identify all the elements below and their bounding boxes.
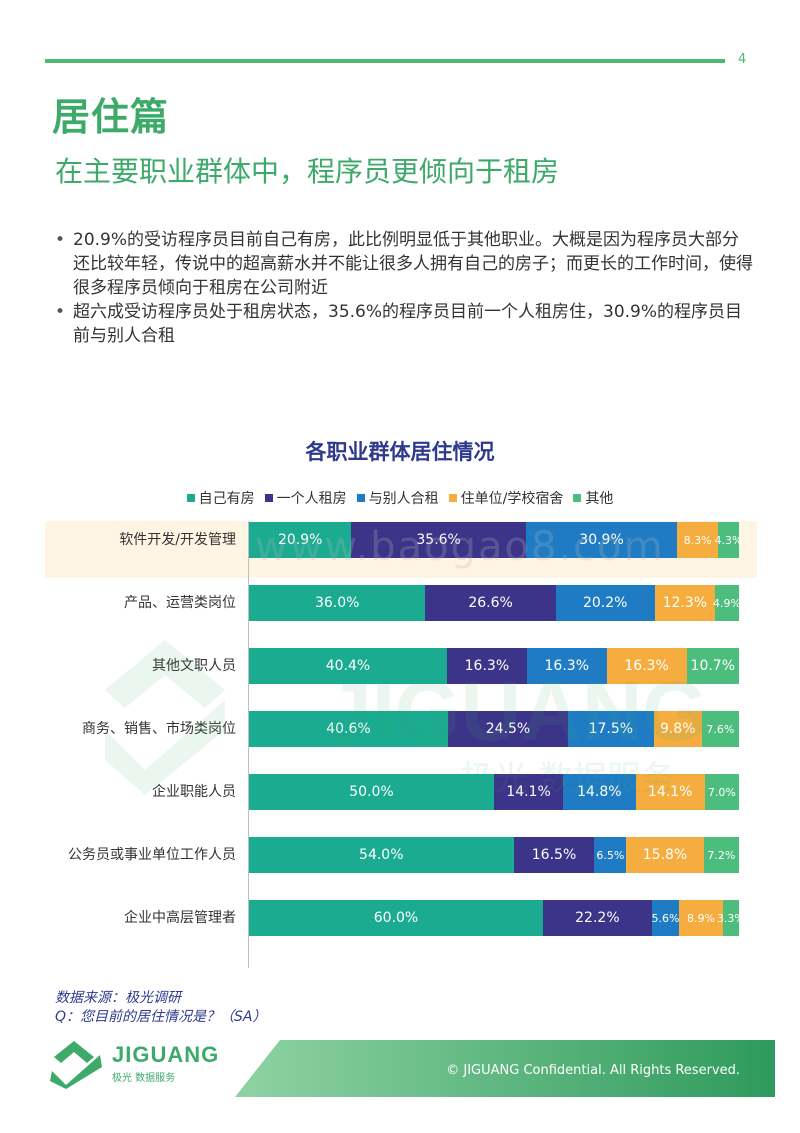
category-axis bbox=[248, 521, 249, 968]
question-line: Q：您目前的居住情况是？（SA） bbox=[55, 1009, 267, 1025]
bar-segment: 7.2% bbox=[703, 837, 739, 873]
bar-segment: 6.5% bbox=[594, 837, 627, 873]
bullet-item: 20.9%的受访程序员目前自己有房，此比例明显低于其他职业。大概是因为程序员大部… bbox=[55, 228, 755, 300]
bar-segment: 4.9% bbox=[713, 585, 741, 621]
watermark-url: www.baogao8.com bbox=[255, 524, 665, 570]
legend-label: 自己有房 bbox=[198, 491, 255, 507]
legend-item: 一个人租房 bbox=[264, 488, 347, 508]
bar-row: 40.6% 24.5% 17.5% 9.8% 7.6% bbox=[249, 711, 739, 747]
bar-segment: 24.5% bbox=[447, 711, 568, 747]
bar-segment: 16.5% bbox=[513, 837, 595, 873]
watermark-sub: 极光 数据服务 bbox=[460, 759, 675, 799]
category-label: 企业中高层管理者 bbox=[124, 910, 236, 926]
legend-swatch bbox=[356, 494, 365, 502]
bar-segment: 3.3% bbox=[717, 900, 745, 936]
bar-segment: 36.0% bbox=[249, 585, 426, 621]
bar-segment: 8.9% bbox=[679, 900, 723, 936]
category-label: 商务、销售、市场类岗位 bbox=[82, 721, 236, 737]
category-label: 企业职能人员 bbox=[152, 784, 236, 800]
bar-segment: 14.8% bbox=[563, 774, 636, 810]
bar-row: 50.0% 14.1% 14.8% 14.1% 7.0% bbox=[249, 774, 739, 810]
bar-segment: 60.0% bbox=[249, 900, 543, 936]
category-label: 产品、运营类岗位 bbox=[124, 595, 236, 611]
chart-legend: 自己有房 一个人租房 与别人合租 住单位/学校宿舍 其他 bbox=[0, 488, 800, 508]
bar-segment: 20.2% bbox=[555, 585, 655, 621]
bar-segment: 40.4% bbox=[249, 648, 447, 684]
top-rule bbox=[45, 59, 725, 63]
legend-swatch bbox=[186, 494, 195, 502]
bar-segment: 4.3% bbox=[714, 522, 742, 558]
bar-segment: 9.8% bbox=[653, 711, 702, 747]
bar-segment: 20.9% bbox=[249, 522, 352, 558]
bar-row: 36.0% 26.6% 20.2% 12.3% 4.9% bbox=[249, 585, 741, 621]
bar-segment: 35.6% bbox=[351, 522, 526, 558]
source-line: 数据来源：极光调研 bbox=[55, 990, 181, 1006]
legend-label: 与别人合租 bbox=[368, 491, 439, 507]
bar-segment: 30.9% bbox=[525, 522, 678, 558]
chart-title: 各职业群体居住情况 bbox=[305, 440, 495, 464]
legend-item: 与别人合租 bbox=[356, 488, 439, 508]
footer-brand: JIGUANG bbox=[112, 1042, 220, 1067]
category-label: 其他文职人员 bbox=[40, 648, 236, 684]
bar-segment: 10.7% bbox=[686, 648, 739, 684]
bar-segment: 5.6% bbox=[652, 900, 679, 936]
legend-item: 自己有房 bbox=[186, 488, 255, 508]
bar-segment: 22.2% bbox=[543, 900, 652, 936]
legend-swatch bbox=[573, 494, 582, 502]
category-label: 公务员或事业单位工作人员 bbox=[68, 847, 236, 863]
watermark-logo: JIGUANG 极光 数据服务 bbox=[105, 640, 708, 799]
footer-band bbox=[235, 1040, 775, 1097]
bar-segment: 7.0% bbox=[704, 774, 739, 810]
bar-segment: 14.1% bbox=[494, 774, 564, 810]
bar-segment: 14.1% bbox=[635, 774, 705, 810]
headline: 在主要职业群体中，程序员更倾向于租房 bbox=[55, 155, 560, 188]
bar-segment: 12.3% bbox=[654, 585, 715, 621]
bullet-list: 20.9%的受访程序员目前自己有房，此比例明显低于其他职业。大概是因为程序员大部… bbox=[55, 228, 755, 348]
bar-segment: 16.3% bbox=[446, 648, 527, 684]
category-label: 软件开发/开发管理 bbox=[119, 532, 236, 548]
legend-swatch bbox=[264, 494, 273, 502]
legend-label: 其他 bbox=[585, 491, 614, 507]
jiguang-logo-icon bbox=[50, 1041, 102, 1089]
bar-row: 54.0% 16.5% 6.5% 15.8% 7.2% bbox=[249, 837, 739, 873]
watermark-mark-icon bbox=[105, 640, 225, 708]
bar-row: 20.9% 35.6% 30.9% 8.3% 4.3% bbox=[249, 522, 742, 558]
bar-segment: 16.3% bbox=[526, 648, 607, 684]
footer-copyright: © JIGUANG Confidential. All Rights Reser… bbox=[446, 1063, 740, 1078]
bar-segment: 50.0% bbox=[249, 774, 494, 810]
footer-sub: 极光 数据服务 bbox=[112, 1073, 176, 1084]
legend-label: 住单位/学校宿舍 bbox=[460, 491, 564, 507]
legend-label: 一个人租房 bbox=[276, 491, 347, 507]
bar-segment: 54.0% bbox=[249, 837, 514, 873]
bar-segment: 15.8% bbox=[626, 837, 704, 873]
bar-segment: 17.5% bbox=[567, 711, 654, 747]
section-title: 居住篇 bbox=[52, 95, 170, 139]
bar-row: 40.4% 16.3% 16.3% 16.3% 10.7% bbox=[249, 648, 739, 684]
legend-item: 其他 bbox=[573, 488, 613, 508]
watermark-brand: JIGUANG bbox=[325, 664, 708, 758]
bar-segment: 40.6% bbox=[249, 711, 448, 747]
bar-segment: 26.6% bbox=[425, 585, 556, 621]
legend-swatch bbox=[448, 494, 457, 502]
bar-segment: 16.3% bbox=[606, 648, 687, 684]
source-note: 数据来源：极光调研 Q：您目前的居住情况是？（SA） bbox=[55, 989, 266, 1027]
bar-segment: 8.3% bbox=[677, 522, 718, 558]
bar-row: 60.0% 22.2% 5.6% 8.9% 3.3% bbox=[249, 900, 745, 936]
legend-item: 住单位/学校宿舍 bbox=[448, 488, 564, 508]
page-number: 4 bbox=[738, 52, 747, 67]
bullet-item: 超六成受访程序员处于租房状态，35.6%的程序员目前一个人租房住，30.9%的程… bbox=[55, 300, 755, 348]
bar-segment: 7.6% bbox=[701, 711, 739, 747]
